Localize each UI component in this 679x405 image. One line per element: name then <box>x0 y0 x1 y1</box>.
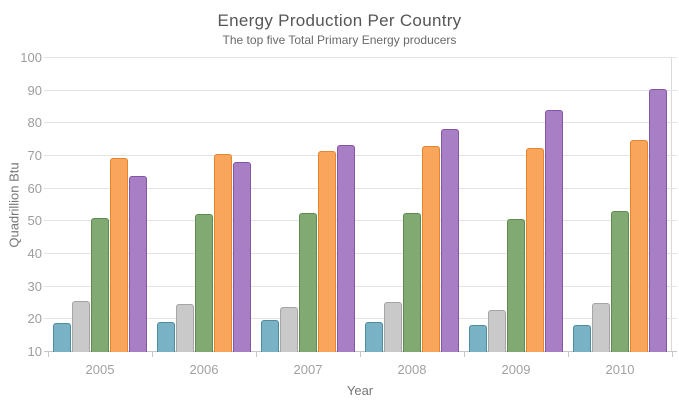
bar-2010-series-4-orange[interactable] <box>630 140 648 352</box>
bar-2009-series-4-orange[interactable] <box>526 148 544 352</box>
gridline <box>44 318 677 320</box>
bar-group-2009 <box>464 110 568 352</box>
bar-2005-series-5-purple[interactable] <box>129 176 147 352</box>
y-axis-tick-label: 80 <box>27 115 42 131</box>
bar-2007-series-3-green[interactable] <box>299 213 317 352</box>
bar-group-2006 <box>152 154 256 352</box>
gridline <box>44 57 677 58</box>
x-axis-label-2008: 2008 <box>397 362 427 377</box>
bar-2005-series-2-gray[interactable] <box>72 301 90 352</box>
bar-2007-series-2-gray[interactable] <box>280 307 298 352</box>
plot-area <box>44 57 677 352</box>
bar-2010-series-5-purple[interactable] <box>649 89 667 352</box>
bar-group-2008 <box>360 129 464 352</box>
plot-right-border <box>671 58 672 352</box>
bar-2010-series-3-green[interactable] <box>611 211 629 352</box>
bar-2005-series-4-orange[interactable] <box>110 158 128 352</box>
gridline <box>44 122 677 124</box>
x-axis-label-2007: 2007 <box>293 362 323 377</box>
y-axis-title: Quadrillion Btu <box>6 162 22 248</box>
bar-2008-series-3-green[interactable] <box>403 213 421 352</box>
bar-2009-series-3-green[interactable] <box>507 219 525 352</box>
gridline <box>44 253 677 254</box>
bar-2008-series-2-gray[interactable] <box>384 302 402 352</box>
bar-2009-series-1-blue[interactable] <box>469 325 487 352</box>
x-axis-label-2006: 2006 <box>189 362 219 377</box>
y-axis-tick-label: 30 <box>27 278 42 294</box>
bar-2006-series-4-orange[interactable] <box>214 154 232 352</box>
bar-2005-series-3-green[interactable] <box>91 218 109 352</box>
bar-2006-series-5-purple[interactable] <box>233 162 251 352</box>
x-axis-tick <box>152 352 153 357</box>
x-axis-tick <box>256 352 257 357</box>
y-axis-tick-label: 50 <box>27 213 42 229</box>
x-axis-tick <box>568 352 569 357</box>
bar-2007-series-1-blue[interactable] <box>261 320 279 352</box>
bar-group-2005 <box>48 158 152 352</box>
x-axis-tick <box>464 352 465 357</box>
x-axis-tick <box>48 352 49 357</box>
bar-2008-series-1-blue[interactable] <box>365 322 383 352</box>
x-axis-label-2005: 2005 <box>85 362 115 377</box>
y-axis-tick-label: 70 <box>27 148 42 163</box>
bar-2008-series-4-orange[interactable] <box>422 146 440 352</box>
gridline <box>44 220 677 222</box>
y-axis-tick-label: 10 <box>27 344 42 359</box>
bar-group-2010 <box>568 89 672 352</box>
x-axis-tick <box>360 352 361 357</box>
x-axis-line <box>44 351 677 352</box>
gridline <box>44 155 677 156</box>
x-axis-label-2010: 2010 <box>605 362 635 377</box>
gridline <box>44 285 677 287</box>
x-axis-tick <box>672 352 673 357</box>
y-axis-tick-label: 100 <box>20 50 42 65</box>
x-axis-title: Year <box>346 383 374 398</box>
bar-group-2007 <box>256 145 360 352</box>
bar-2005-series-1-blue[interactable] <box>53 323 71 352</box>
chart-subtitle: The top five Total Primary Energy produc… <box>222 33 457 47</box>
bar-2007-series-5-purple[interactable] <box>337 145 355 352</box>
gridline <box>44 187 677 189</box>
chart-title: Energy Production Per Country <box>217 11 462 30</box>
x-axis-label-2009: 2009 <box>501 362 531 377</box>
y-axis-tick-label: 40 <box>27 246 42 261</box>
bar-2007-series-4-orange[interactable] <box>318 151 336 352</box>
gridline <box>44 89 677 91</box>
bar-2010-series-2-gray[interactable] <box>592 303 610 352</box>
y-axis-tick-label: 20 <box>27 311 42 327</box>
bar-2006-series-2-gray[interactable] <box>176 304 194 352</box>
bar-2009-series-2-gray[interactable] <box>488 310 506 352</box>
bar-2006-series-3-green[interactable] <box>195 214 213 352</box>
y-axis-tick-label: 90 <box>27 82 42 98</box>
bar-2009-series-5-purple[interactable] <box>545 110 563 352</box>
bar-2010-series-1-blue[interactable] <box>573 325 591 352</box>
bar-2008-series-5-purple[interactable] <box>441 129 459 352</box>
bar-2006-series-1-blue[interactable] <box>157 322 175 352</box>
y-axis-tick-label: 60 <box>27 180 42 196</box>
